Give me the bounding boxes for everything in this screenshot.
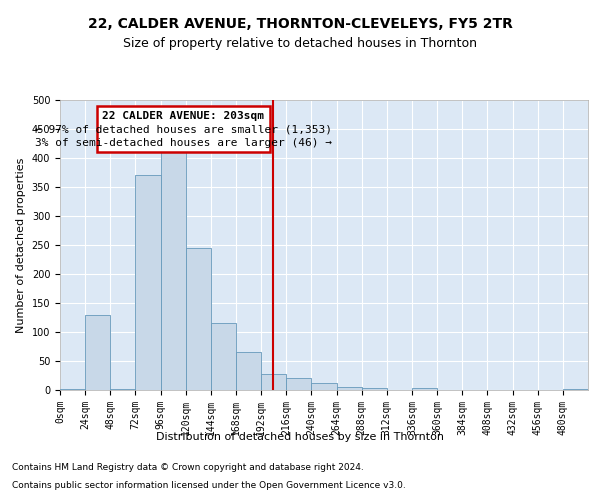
Bar [311, 383, 337, 390]
Text: 3% of semi-detached houses are larger (46) →: 3% of semi-detached houses are larger (4… [35, 138, 332, 148]
Bar [211, 324, 236, 390]
Bar [110, 389, 136, 390]
Bar [286, 378, 311, 390]
Bar [136, 176, 161, 390]
Bar [161, 152, 186, 390]
Bar [412, 388, 437, 390]
Text: Contains public sector information licensed under the Open Government Licence v3: Contains public sector information licen… [12, 481, 406, 490]
Bar [236, 352, 261, 390]
Text: Distribution of detached houses by size in Thornton: Distribution of detached houses by size … [156, 432, 444, 442]
Bar [186, 248, 211, 390]
Text: ← 97% of detached houses are smaller (1,353): ← 97% of detached houses are smaller (1,… [35, 124, 332, 134]
Bar [563, 389, 588, 390]
Text: 22 CALDER AVENUE: 203sqm: 22 CALDER AVENUE: 203sqm [102, 111, 264, 121]
Bar [85, 314, 110, 390]
Text: Size of property relative to detached houses in Thornton: Size of property relative to detached ho… [123, 38, 477, 51]
Bar [337, 387, 362, 390]
Text: 22, CALDER AVENUE, THORNTON-CLEVELEYS, FY5 2TR: 22, CALDER AVENUE, THORNTON-CLEVELEYS, F… [88, 18, 512, 32]
FancyBboxPatch shape [97, 106, 269, 152]
Bar [261, 374, 286, 390]
Text: Contains HM Land Registry data © Crown copyright and database right 2024.: Contains HM Land Registry data © Crown c… [12, 464, 364, 472]
Bar [60, 389, 85, 390]
Y-axis label: Number of detached properties: Number of detached properties [16, 158, 26, 332]
Bar [362, 388, 387, 390]
